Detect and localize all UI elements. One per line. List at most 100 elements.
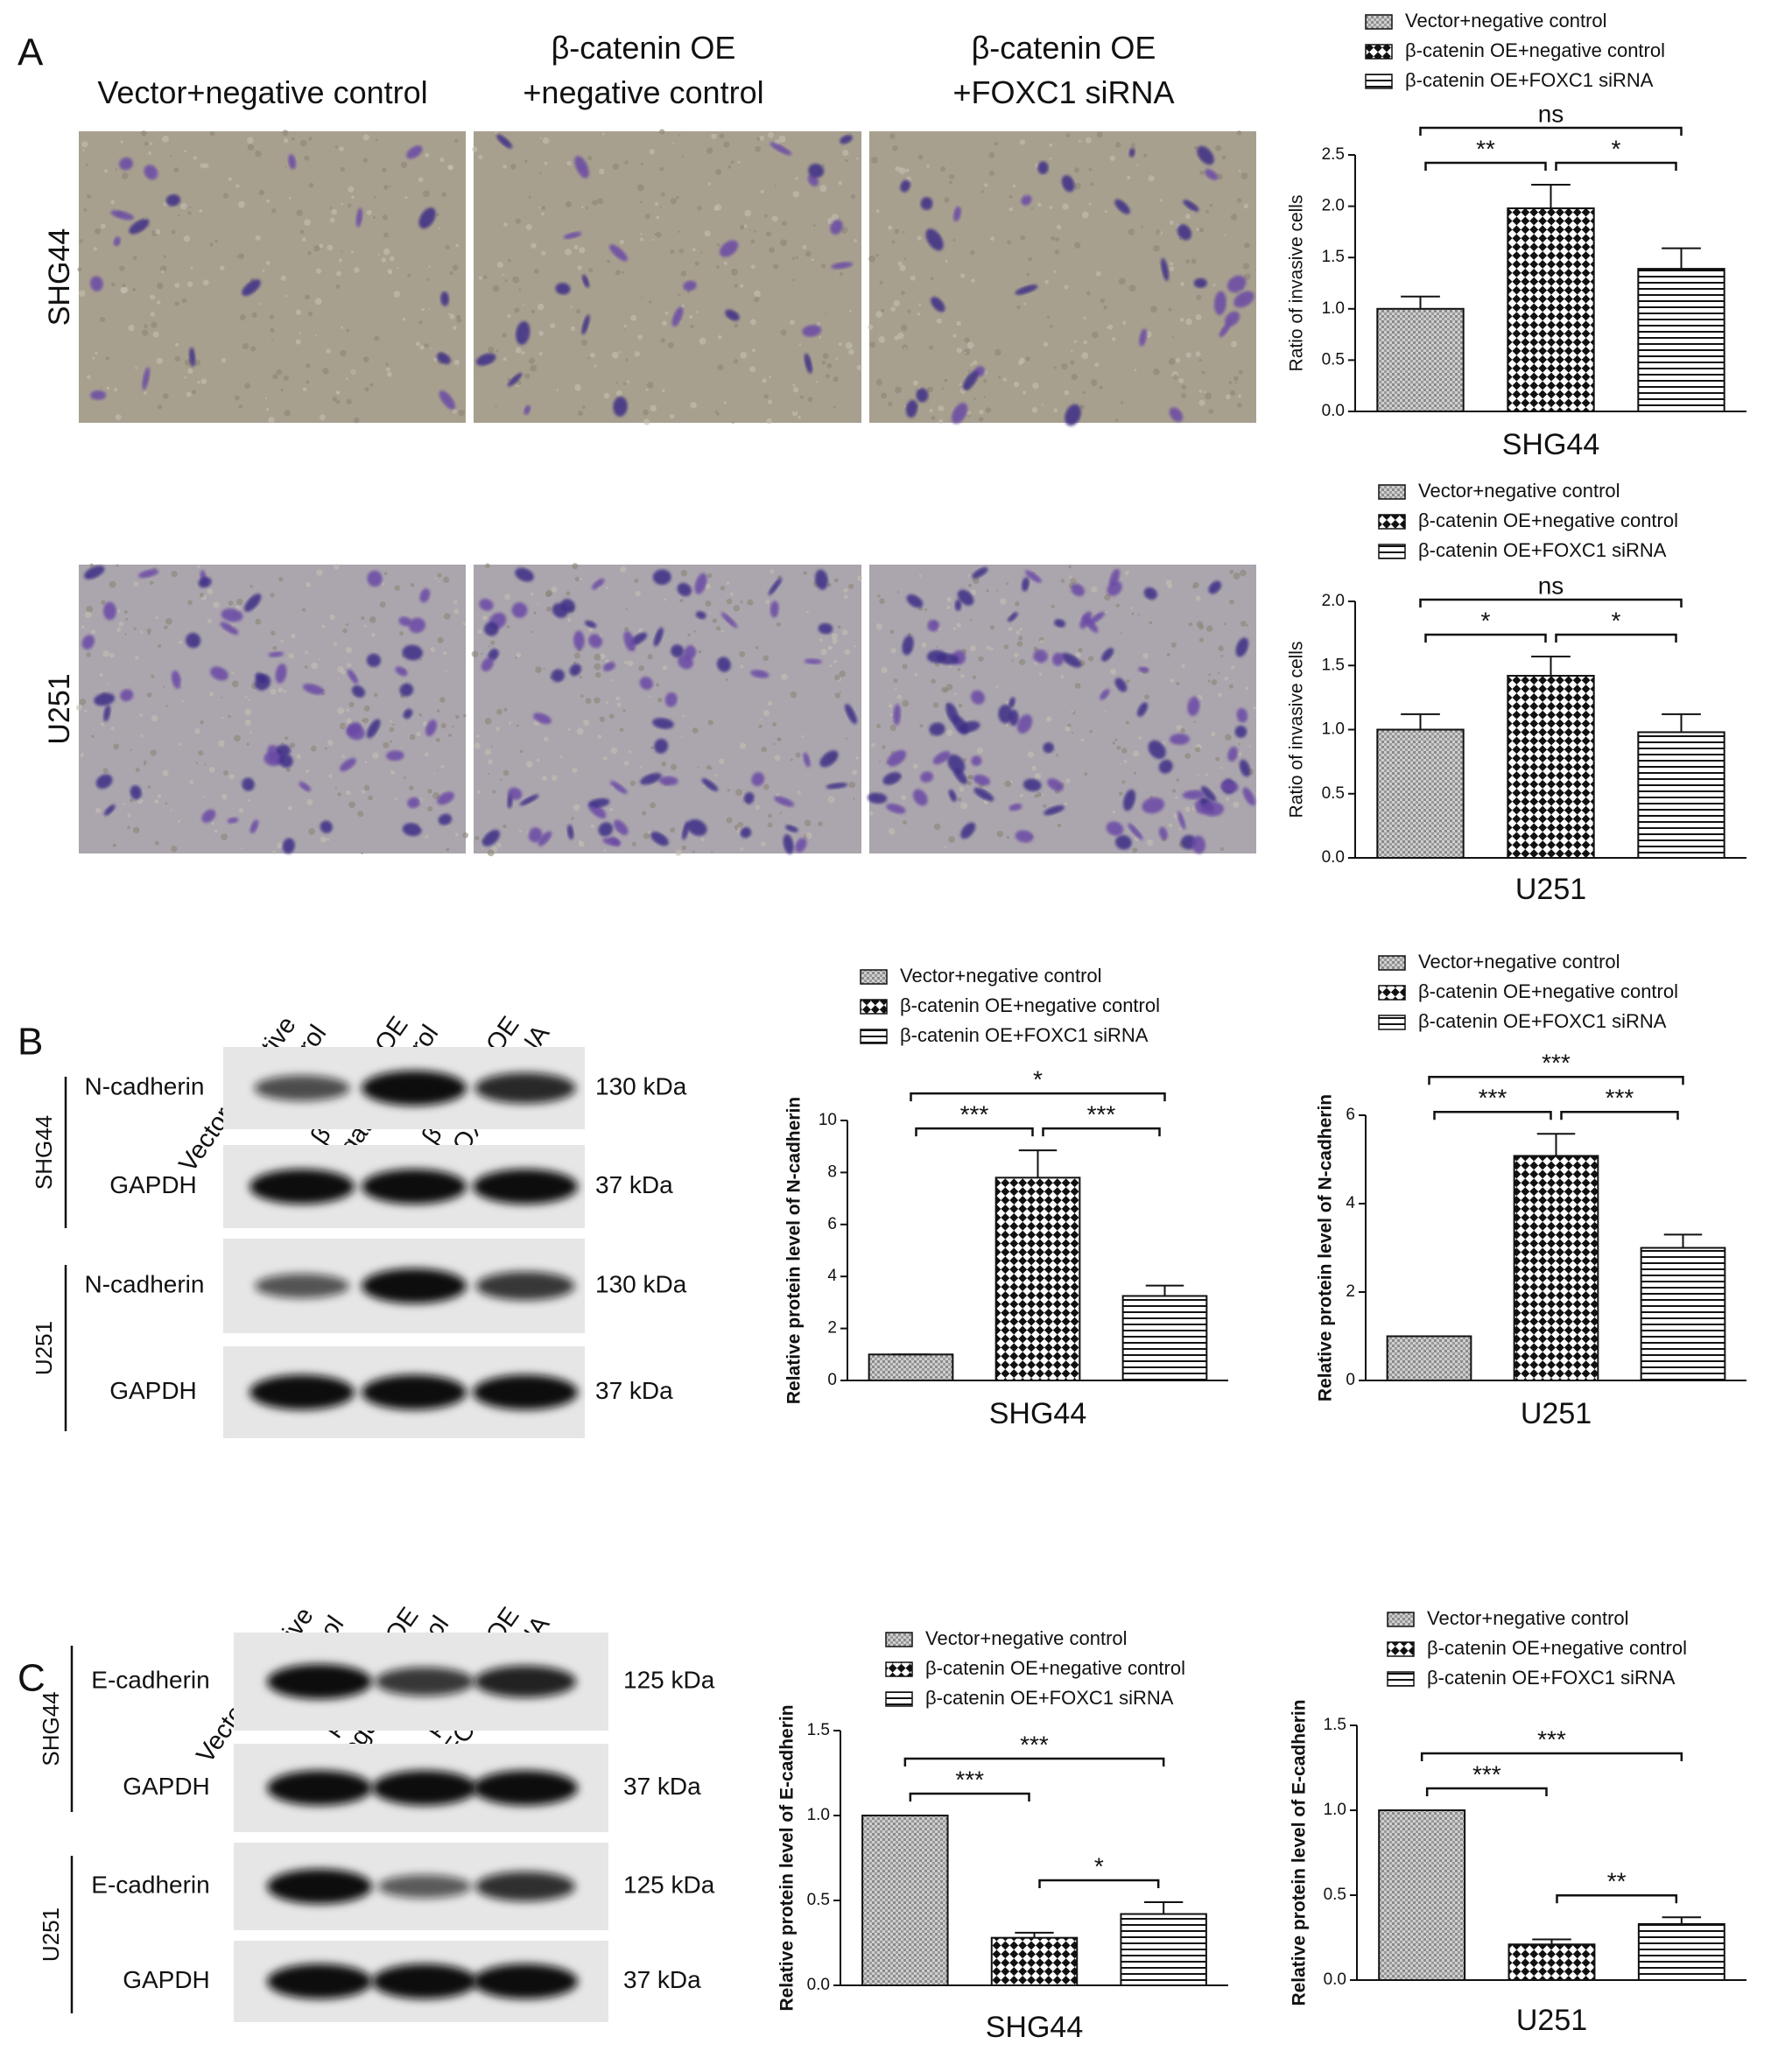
texture-dot (110, 200, 116, 205)
texture-dot (1053, 408, 1058, 413)
texture-dot (960, 674, 965, 678)
texture-dot (761, 746, 767, 753)
texture-dot (334, 787, 337, 790)
texture-dot (936, 318, 942, 324)
texture-dot (496, 843, 502, 848)
stained-cell (751, 772, 765, 787)
texture-dot (963, 348, 971, 355)
stained-cell (90, 276, 103, 291)
texture-dot (878, 336, 886, 343)
significance-bracket (909, 1792, 1030, 1802)
texture-dot (524, 159, 528, 163)
stained-cell (740, 826, 752, 839)
texture-dot (546, 606, 552, 612)
micrograph (471, 563, 863, 857)
texture-dot (834, 674, 840, 681)
stained-cell (129, 219, 150, 235)
stained-cell (720, 612, 738, 629)
texture-dot (1091, 586, 1098, 593)
texture-dot (1065, 778, 1071, 783)
texture-dot (544, 736, 549, 742)
texture-dot (895, 165, 901, 172)
texture-dot (1071, 710, 1074, 713)
texture-dot (144, 141, 149, 146)
texture-dot (389, 727, 395, 733)
texture-dot (637, 334, 643, 340)
stained-cell (900, 179, 910, 193)
texture-dot (903, 230, 905, 234)
bar (1376, 307, 1465, 412)
texture-dot (439, 157, 445, 163)
texture-dot (488, 759, 493, 764)
legend-label: Vector+negative control (900, 965, 1102, 987)
texture-dot (1224, 234, 1226, 236)
legend-swatch (1378, 1015, 1406, 1030)
texture-dot (363, 624, 367, 628)
protein-label: E-cadherin (91, 1871, 209, 1898)
stained-cell (94, 692, 116, 706)
texture-dot (573, 244, 579, 249)
texture-dot (437, 636, 444, 643)
stained-cell (750, 670, 770, 678)
x-axis-label: SHG44 (986, 2011, 1084, 2044)
texture-dot (208, 692, 214, 697)
texture-dot (945, 259, 948, 263)
stained-cell (227, 817, 239, 824)
texture-dot (1185, 259, 1191, 264)
texture-dot (362, 134, 369, 141)
legend-swatch (1365, 14, 1393, 30)
texture-dot (1061, 362, 1068, 370)
texture-dot (1105, 610, 1107, 614)
y-tick-label: 0.5 (1322, 350, 1345, 369)
texture-dot (536, 758, 540, 762)
texture-dot (1240, 172, 1248, 179)
texture-dot (100, 386, 102, 389)
texture-dot (1238, 742, 1241, 746)
texture-dot (1193, 145, 1198, 150)
stained-cell (654, 738, 669, 754)
texture-dot (1111, 336, 1116, 341)
texture-dot (264, 397, 268, 400)
y-tick-label: 2 (1346, 1282, 1355, 1301)
stained-cell (1235, 637, 1249, 657)
texture-dot (623, 324, 627, 328)
texture-dot (812, 224, 816, 228)
texture-dot (383, 248, 390, 256)
texture-dot (86, 652, 92, 657)
texture-dot (516, 652, 522, 658)
texture-dot (1120, 632, 1122, 635)
y-axis-label: Relative protein level of E-cadherin (1290, 1699, 1310, 2005)
texture-dot (1083, 316, 1086, 320)
texture-dot (980, 190, 984, 193)
stained-cell (1200, 786, 1217, 803)
texture-dot (165, 618, 172, 625)
stained-cell (425, 720, 437, 737)
texture-dot (902, 664, 908, 670)
stained-cell (1213, 291, 1226, 315)
texture-dot (1053, 270, 1057, 273)
texture-dot (579, 841, 585, 847)
texture-dot (754, 230, 757, 233)
texture-dot (305, 650, 309, 655)
texture-dot (643, 418, 650, 425)
texture-dot (348, 186, 355, 193)
error-bar (1144, 1900, 1184, 1914)
protein-label: N-cadherin (85, 1072, 205, 1099)
stained-cell (398, 616, 412, 627)
texture-dot (1123, 759, 1128, 764)
texture-dot (711, 850, 713, 853)
column-header: Vector+negative control (97, 74, 427, 110)
texture-dot (996, 831, 1003, 838)
significance-bracket (1042, 1127, 1161, 1137)
texture-dot (985, 407, 992, 413)
texture-dot (890, 648, 896, 654)
texture-dot (428, 307, 431, 311)
texture-dot (1205, 392, 1212, 400)
texture-dot (79, 239, 83, 243)
size-label: 37 kDa (595, 1171, 673, 1198)
texture-dot (95, 351, 98, 355)
texture-dot (740, 284, 744, 288)
stained-cell (1239, 759, 1251, 777)
texture-dot (418, 713, 423, 717)
texture-dot (432, 792, 440, 800)
